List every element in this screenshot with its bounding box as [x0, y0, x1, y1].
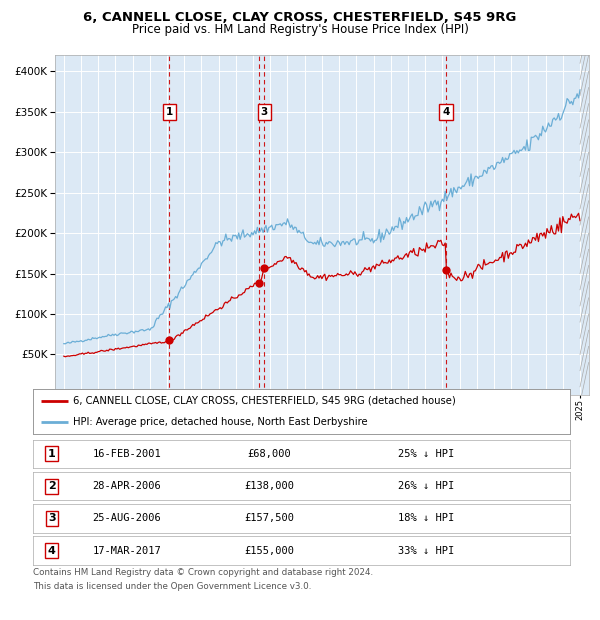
- Text: £157,500: £157,500: [244, 513, 294, 523]
- Text: 6, CANNELL CLOSE, CLAY CROSS, CHESTERFIELD, S45 9RG: 6, CANNELL CLOSE, CLAY CROSS, CHESTERFIE…: [83, 11, 517, 24]
- Text: 33% ↓ HPI: 33% ↓ HPI: [398, 546, 454, 556]
- Text: 25% ↓ HPI: 25% ↓ HPI: [398, 449, 454, 459]
- Text: 1: 1: [166, 107, 173, 117]
- Text: 6, CANNELL CLOSE, CLAY CROSS, CHESTERFIELD, S45 9RG (detached house): 6, CANNELL CLOSE, CLAY CROSS, CHESTERFIE…: [73, 396, 456, 406]
- Text: £155,000: £155,000: [244, 546, 294, 556]
- Text: 2: 2: [48, 481, 56, 491]
- Text: 28-APR-2006: 28-APR-2006: [92, 481, 161, 491]
- Text: £68,000: £68,000: [247, 449, 291, 459]
- Text: 3: 3: [48, 513, 56, 523]
- Text: £138,000: £138,000: [244, 481, 294, 491]
- Text: 25-AUG-2006: 25-AUG-2006: [92, 513, 161, 523]
- Text: 17-MAR-2017: 17-MAR-2017: [92, 546, 161, 556]
- Text: 1: 1: [48, 449, 56, 459]
- Text: 26% ↓ HPI: 26% ↓ HPI: [398, 481, 454, 491]
- Text: HPI: Average price, detached house, North East Derbyshire: HPI: Average price, detached house, Nort…: [73, 417, 368, 427]
- Text: 18% ↓ HPI: 18% ↓ HPI: [398, 513, 454, 523]
- Text: 4: 4: [48, 546, 56, 556]
- Text: 3: 3: [260, 107, 268, 117]
- Text: 4: 4: [442, 107, 449, 117]
- Text: Price paid vs. HM Land Registry's House Price Index (HPI): Price paid vs. HM Land Registry's House …: [131, 23, 469, 36]
- Text: 16-FEB-2001: 16-FEB-2001: [92, 449, 161, 459]
- Text: This data is licensed under the Open Government Licence v3.0.: This data is licensed under the Open Gov…: [33, 582, 311, 591]
- Text: Contains HM Land Registry data © Crown copyright and database right 2024.: Contains HM Land Registry data © Crown c…: [33, 568, 373, 577]
